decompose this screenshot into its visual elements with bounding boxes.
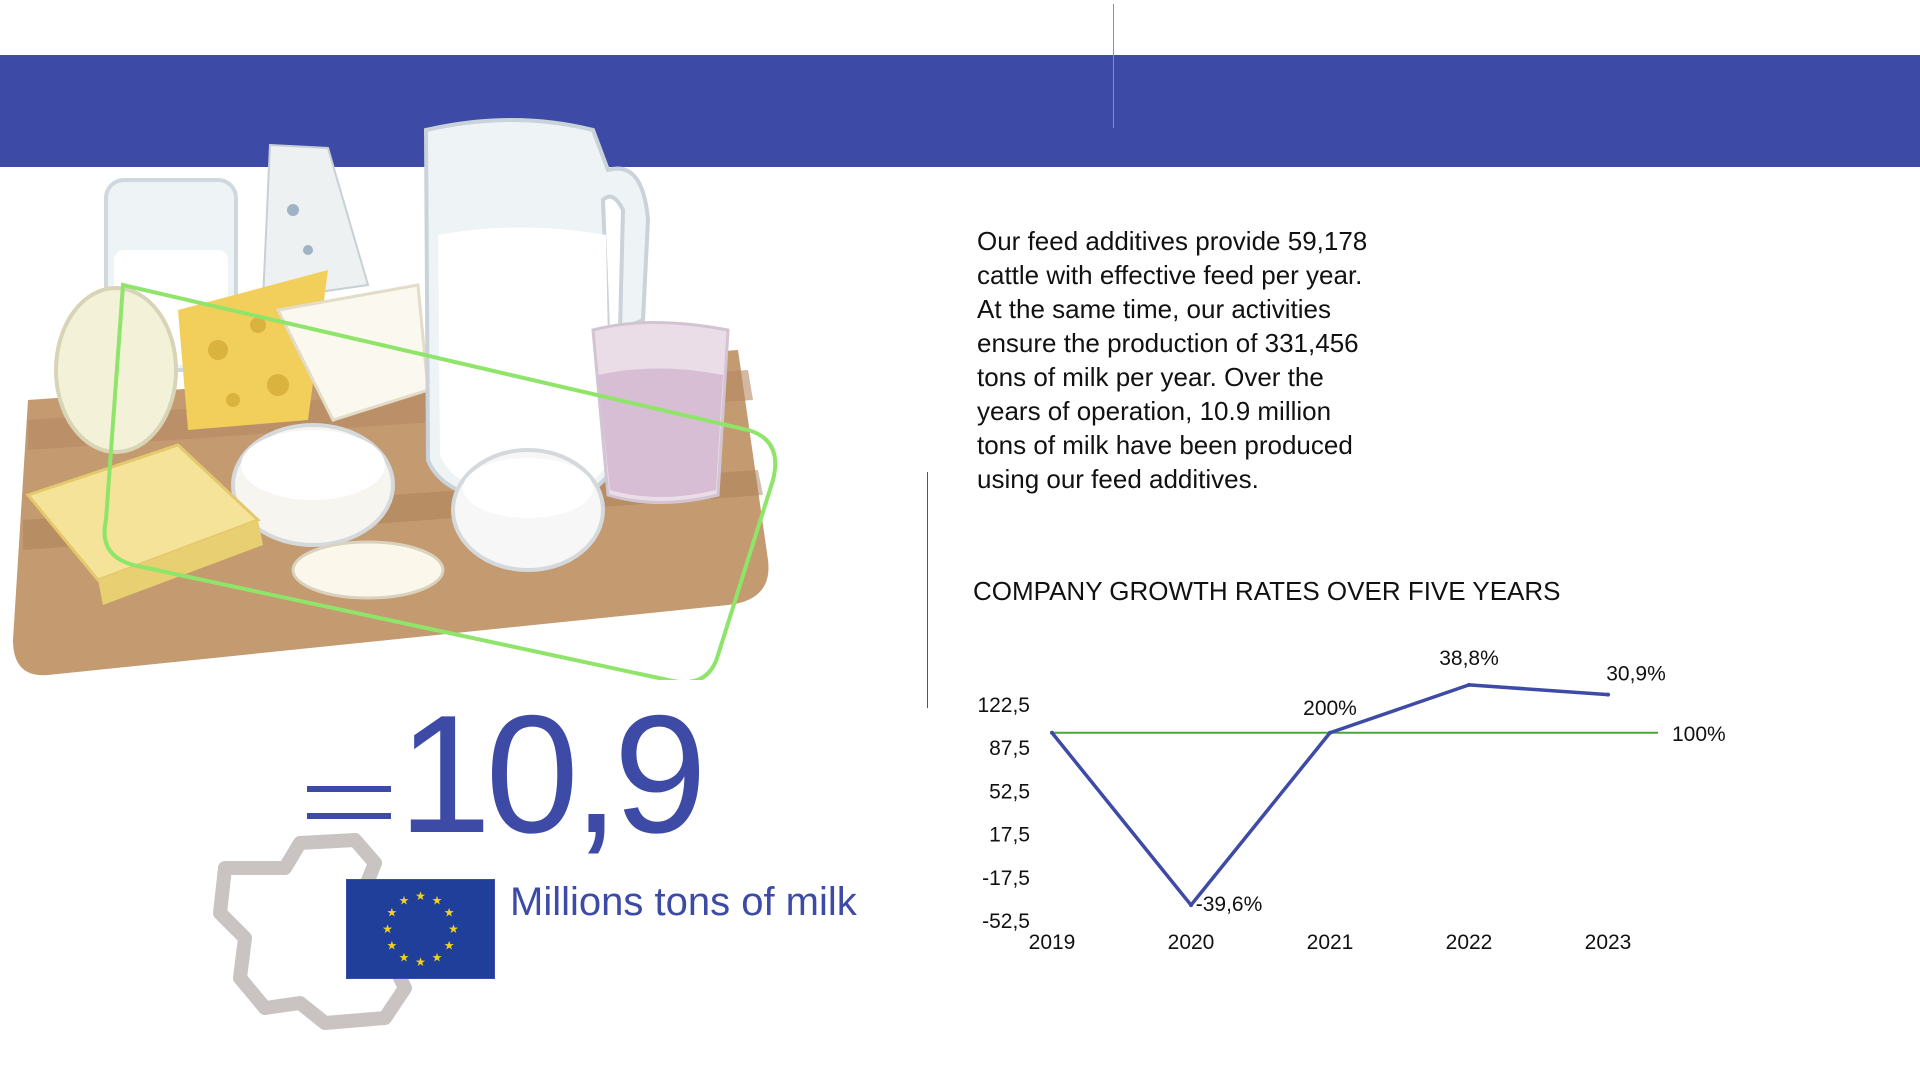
y-tick-label: 17,5	[989, 824, 1030, 847]
y-tick-label: -52,5	[982, 910, 1030, 933]
blue-cheese-wedge	[261, 143, 370, 302]
intro-line: tons of milk per year. Over the	[977, 362, 1324, 392]
intro-line: Our feed additives provide 59,178	[977, 226, 1368, 256]
data-label: 200%	[1303, 697, 1357, 720]
x-tick-label: 2019	[1029, 931, 1076, 954]
dairy-products-photo	[13, 118, 778, 680]
milk-unit-label: Millions tons of milk	[510, 880, 857, 924]
intro-line: cattle with effective feed per year.	[977, 260, 1363, 290]
eu-star-icon: ★	[399, 951, 410, 965]
intro-line: ensure the production of 331,456	[977, 328, 1359, 358]
y-tick-label: 52,5	[989, 780, 1030, 803]
eu-star-icon: ★	[387, 939, 398, 953]
x-tick-label: 2021	[1307, 931, 1354, 954]
x-tick-label: 2023	[1585, 931, 1632, 954]
eu-star-icon: ★	[432, 893, 443, 907]
header-divider	[1113, 4, 1114, 128]
baseline-label: 100%	[1672, 723, 1726, 746]
intro-paragraph: Our feed additives provide 59,178 cattle…	[977, 224, 1407, 496]
eu-star-icon: ★	[415, 889, 426, 903]
milk-total-value: 10,9	[398, 680, 707, 868]
data-point	[1606, 692, 1610, 697]
country-map-outline-icon	[213, 833, 412, 1030]
eu-flag-icon: ★ ★★★★★★★★★★★	[346, 879, 495, 979]
x-tick-label: 2020	[1168, 931, 1215, 954]
vertical-divider	[927, 472, 928, 708]
eu-star-icon: ★	[387, 906, 398, 920]
intro-line: At the same time, our activities	[977, 294, 1332, 324]
eu-star-icon: ★	[382, 922, 393, 936]
data-point	[1328, 730, 1332, 735]
data-point	[1467, 682, 1471, 687]
data-label: -39,6%	[1196, 893, 1263, 916]
eu-star-icon: ★	[399, 893, 410, 907]
eu-star-icon: ★	[444, 906, 455, 920]
green-accent-frame	[102, 282, 778, 680]
y-tick-label: -17,5	[982, 867, 1030, 890]
x-tick-label: 2022	[1446, 931, 1493, 954]
eu-star-icon: ★	[432, 951, 443, 965]
data-point	[1050, 730, 1054, 735]
data-label: 38,8%	[1439, 647, 1499, 670]
eu-star-icon: ★	[448, 922, 459, 936]
y-tick-label: 87,5	[989, 737, 1030, 760]
intro-line: using our feed additives.	[977, 464, 1259, 494]
eu-star-icon: ★	[444, 939, 455, 953]
data-label: 30,9%	[1606, 663, 1666, 686]
intro-line: years of operation, 10.9 million	[977, 396, 1332, 426]
grated-cheese-spoon	[291, 540, 445, 600]
intro-line: tons of milk have been produced	[977, 430, 1353, 460]
data-point	[1189, 903, 1193, 908]
chart-title: COMPANY GROWTH RATES OVER FIVE YEARS	[973, 576, 1561, 606]
equals-icon	[307, 786, 391, 822]
eu-star-icon: ★	[415, 955, 426, 969]
y-tick-label: 122,5	[977, 694, 1030, 717]
